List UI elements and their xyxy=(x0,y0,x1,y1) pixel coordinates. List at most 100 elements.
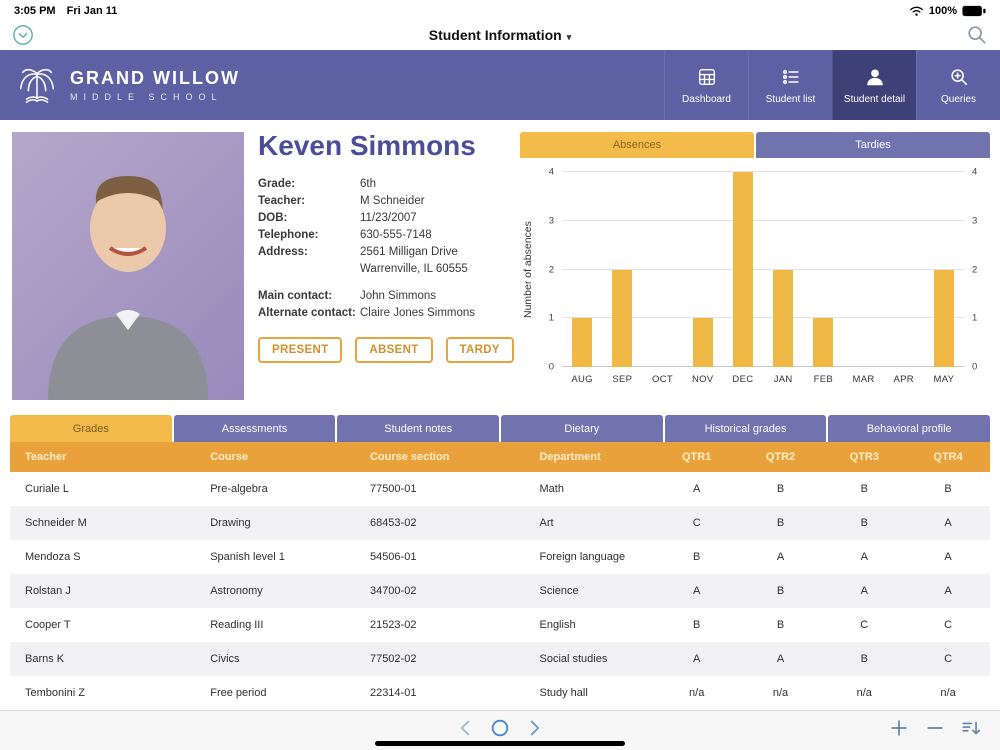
tab-historical-grades[interactable]: Historical grades xyxy=(664,415,827,442)
chart-tab-absences[interactable]: Absences xyxy=(520,132,754,158)
grades-row[interactable]: Schneider M Drawing 68453-02 Art C B B A xyxy=(10,506,990,540)
grades-cell: Tembonini Z xyxy=(25,687,85,699)
grades-cell: C xyxy=(944,619,953,631)
x-tick-label: APR xyxy=(893,374,914,385)
field-label: Main contact: xyxy=(258,290,333,302)
field-value[interactable]: 630-555-7148 xyxy=(360,229,432,241)
home-indicator[interactable] xyxy=(375,741,625,746)
field-value[interactable]: John Simmons xyxy=(360,290,437,302)
grades-cell: B xyxy=(693,551,701,563)
field-label: Alternate contact: xyxy=(258,307,356,319)
field-value[interactable]: 11/23/2007 xyxy=(360,212,417,224)
absent-button[interactable]: ABSENT xyxy=(355,337,433,363)
grades-cell: 68453-02 xyxy=(369,517,417,529)
column-header-qtr4[interactable]: QTR4 xyxy=(906,442,990,472)
grades-cell: Pre-algebra xyxy=(210,483,268,495)
previous-record-icon[interactable] xyxy=(455,717,477,739)
student-name: Keven Simmons xyxy=(258,130,476,161)
bar-may xyxy=(933,269,954,367)
sort-records-icon[interactable] xyxy=(960,717,982,739)
y-tick-label: 4 xyxy=(548,166,554,178)
layout-title-menu[interactable]: Student Information ▾ xyxy=(429,27,572,43)
grades-cell: Study hall xyxy=(539,687,588,699)
school-name-line2: MIDDLE SCHOOL xyxy=(70,92,223,102)
status-time-date: 3:05 PM Fri Jan 11 xyxy=(14,5,125,17)
grades-cell: Free period xyxy=(210,687,267,699)
x-tick-label: MAR xyxy=(852,374,875,385)
attendance-buttons: PRESENT ABSENT TARDY xyxy=(258,337,514,363)
tab-student-notes[interactable]: Student notes xyxy=(337,415,500,442)
grades-cell: B xyxy=(860,517,868,529)
field-value[interactable]: 6th xyxy=(360,178,376,190)
grades-cell: n/a xyxy=(689,687,705,699)
x-tick-label: AUG xyxy=(571,374,593,385)
grades-row[interactable]: Rolstan J Astronomy 34700-02 Science A B A A xyxy=(10,574,990,608)
battery-percent: 100% xyxy=(928,5,957,17)
window-chevron-icon[interactable] xyxy=(12,24,34,46)
tardy-button[interactable]: TARDY xyxy=(445,337,514,363)
field-value[interactable]: Claire Jones Simmons xyxy=(360,307,476,319)
nav-dashboard[interactable]: Dashboard xyxy=(664,50,748,120)
y-tick-label: 2 xyxy=(548,264,554,275)
bar-sep xyxy=(612,269,633,367)
grades-cell: 77500-01 xyxy=(369,483,417,495)
nav-student-detail[interactable]: Student detail xyxy=(832,50,916,120)
add-record-icon[interactable] xyxy=(888,717,910,739)
column-header-course[interactable]: Course xyxy=(195,442,355,472)
layout-title: Student Information xyxy=(428,27,562,43)
y-tick-label: 1 xyxy=(548,312,554,324)
record-circle-icon[interactable] xyxy=(489,717,511,739)
tab-dietary[interactable]: Dietary xyxy=(501,415,663,442)
grades-cell: Curiale L xyxy=(25,483,70,495)
field-value[interactable]: Warrenville, IL 60555 xyxy=(360,263,468,275)
field-label: Grade: xyxy=(258,178,296,190)
detail-tabs: Grades Assessments Student notes Dietary His… xyxy=(10,415,991,442)
grades-cell: 77502-02 xyxy=(369,653,417,665)
grades-row[interactable]: Barns K Civics 77502-02 Social studies A A B C xyxy=(10,642,990,676)
column-header-qtr2[interactable]: QTR2 xyxy=(738,442,823,472)
field-value[interactable]: 2561 Milligan Drive xyxy=(360,246,458,258)
grades-table: Teacher Course Course section Department QTR… xyxy=(10,442,990,710)
grades-row[interactable]: Mendoza S Spanish level 1 54506-01 Foreign … xyxy=(10,540,990,574)
grades-cell: A xyxy=(776,551,785,563)
y-tick-label: 4 xyxy=(972,166,978,178)
column-header-course-section[interactable]: Course section xyxy=(354,442,525,472)
attendance-chart-panel: Absences Tardies Number of absences 0 1 2 3 4… xyxy=(520,132,990,385)
next-record-icon[interactable] xyxy=(523,717,545,739)
grades-row[interactable]: Curiale L Pre-algebra 77500-01 Math A B B B xyxy=(10,472,990,506)
tab-grades[interactable]: Grades xyxy=(10,415,172,442)
grades-cell: A xyxy=(693,585,701,597)
grades-row[interactable]: Cooper T Reading III 21523-02 English B B C C xyxy=(10,608,990,642)
grades-cell: A xyxy=(860,551,868,563)
field-value[interactable]: M Schneider xyxy=(360,195,425,207)
tab-behavioral-profile[interactable]: Behavioral profile xyxy=(828,415,991,442)
x-tick-label: FEB xyxy=(813,374,834,385)
grades-cell: Cooper T xyxy=(25,619,71,631)
tab-assessments[interactable]: Assessments xyxy=(173,415,336,442)
school-name-line1: GRAND WILLOW xyxy=(70,68,240,88)
grades-cell: n/a xyxy=(772,687,789,699)
nav-label: Dashboard xyxy=(682,94,731,105)
column-header-teacher[interactable]: Teacher xyxy=(10,442,196,472)
grades-cell: B xyxy=(776,585,785,597)
grades-cell: Mendoza S xyxy=(25,551,81,563)
delete-record-icon[interactable] xyxy=(924,717,946,739)
column-header-qtr3[interactable]: QTR3 xyxy=(822,442,907,472)
column-header-department[interactable]: Department xyxy=(524,442,655,472)
grades-cell: Spanish level 1 xyxy=(210,551,285,563)
willow-tree-icon xyxy=(14,59,60,112)
nav-queries[interactable]: Queries xyxy=(916,50,1000,120)
present-button[interactable]: PRESENT xyxy=(258,337,343,363)
student-photo xyxy=(12,132,244,400)
grades-cell: Schneider M xyxy=(25,517,87,529)
chart-tab-tardies[interactable]: Tardies xyxy=(756,132,990,158)
field-label: Telephone: xyxy=(258,229,319,241)
grades-cell: C xyxy=(944,653,953,665)
column-header-qtr1[interactable]: QTR1 xyxy=(654,442,739,472)
search-icon[interactable] xyxy=(966,24,988,46)
grades-cell: 21523-02 xyxy=(369,619,417,631)
status-date: Fri Jan 11 xyxy=(66,5,118,17)
grades-row[interactable]: Tembonini Z Free period 22314-01 Study hall… xyxy=(10,676,990,710)
grades-cell: C xyxy=(860,619,869,631)
nav-student-list[interactable]: Student list xyxy=(748,50,832,120)
